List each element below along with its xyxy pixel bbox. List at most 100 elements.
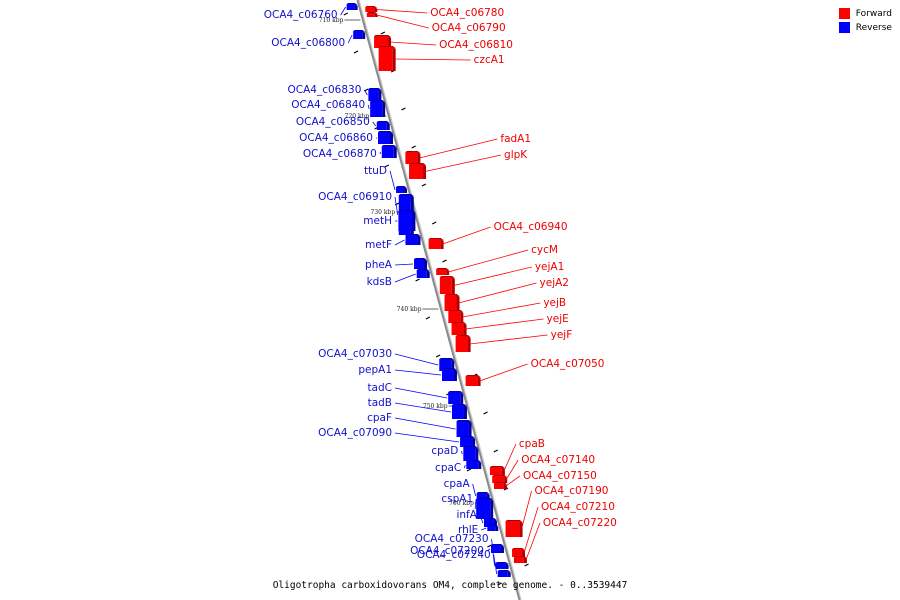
gene-label[interactable]: rhlE — [458, 524, 478, 536]
gene-block[interactable] — [441, 368, 457, 381]
gene-block[interactable] — [436, 268, 450, 275]
gene-block[interactable] — [365, 6, 378, 12]
gene-block[interactable] — [366, 12, 378, 17]
gene-label[interactable]: OCA4_c06850 — [296, 116, 370, 128]
gene-label[interactable]: yejA2 — [540, 277, 569, 289]
gene-block[interactable] — [497, 570, 511, 577]
gene-block[interactable] — [439, 276, 455, 294]
gene-label[interactable]: OCA4_c06870 — [303, 148, 377, 160]
gene-leader-line — [521, 490, 532, 530]
gene-block[interactable] — [456, 420, 472, 437]
gene-block[interactable] — [451, 322, 467, 335]
gene-block[interactable] — [398, 210, 416, 231]
gene-label[interactable]: metH — [363, 215, 392, 227]
gene-block[interactable] — [495, 562, 509, 569]
gene-block[interactable] — [381, 145, 397, 158]
gene-block[interactable] — [465, 375, 481, 386]
gene-label[interactable]: tadC — [367, 382, 392, 394]
gene-block[interactable] — [370, 100, 386, 117]
gene-block[interactable] — [476, 492, 490, 499]
gene-label[interactable]: OCA4_c06860 — [299, 132, 373, 144]
gene-block[interactable] — [409, 163, 427, 179]
gene-block[interactable] — [487, 524, 499, 531]
gene-label[interactable]: yejF — [551, 329, 573, 341]
gene-block[interactable] — [476, 498, 494, 519]
gene-label[interactable]: OCA4_c07200 — [410, 545, 484, 557]
gene-label[interactable]: fadA1 — [500, 133, 531, 145]
gene-label[interactable]: yejE — [547, 313, 569, 325]
gene-label[interactable]: OCA4_c06840 — [291, 99, 365, 111]
gene-block[interactable] — [505, 520, 523, 537]
gene-label[interactable]: cpaB — [519, 438, 545, 450]
gene-block[interactable] — [405, 151, 421, 164]
gene-label[interactable]: infA — [456, 509, 477, 521]
gene-block-body — [487, 525, 496, 531]
gene-leader-line — [376, 14, 429, 29]
gene-label[interactable]: OCA4_c07140 — [521, 454, 595, 466]
gene-block[interactable] — [353, 30, 366, 39]
gene-block[interactable] — [396, 186, 408, 193]
gene-label[interactable]: OCA4_c06780 — [430, 7, 504, 19]
gene-label[interactable]: ttuD — [364, 165, 387, 177]
gene-label[interactable]: OCA4_c06810 — [439, 39, 513, 51]
gene-block[interactable] — [444, 294, 460, 311]
gene-block[interactable] — [513, 556, 527, 563]
legend-reverse-swatch — [838, 22, 850, 33]
gene-label[interactable]: OCA4_c06910 — [318, 191, 392, 203]
gene-block[interactable] — [448, 310, 464, 323]
gene-label[interactable]: OCA4_c07210 — [541, 501, 615, 513]
gene-label[interactable]: cpaF — [367, 412, 392, 424]
gene-label[interactable]: OCA4_c06790 — [432, 22, 506, 34]
gene-label[interactable]: OCA4_c07230 — [415, 533, 489, 545]
gene-label[interactable]: tadB — [368, 397, 392, 409]
gene-label[interactable]: cycM — [531, 244, 558, 256]
gene-label[interactable]: pepA1 — [358, 364, 392, 376]
gene-block[interactable] — [460, 436, 476, 447]
gene-label[interactable]: cpaD — [431, 445, 458, 457]
gene-block[interactable] — [346, 3, 358, 10]
gene-block[interactable] — [448, 391, 464, 404]
gene-label[interactable]: pheA — [365, 259, 393, 271]
gene-label[interactable]: cpaA — [444, 478, 471, 490]
gene-block[interactable] — [463, 446, 479, 461]
gene-block[interactable] — [405, 234, 421, 245]
gene-label[interactable]: OCA4_c06830 — [287, 84, 361, 96]
gene-block[interactable] — [368, 88, 382, 101]
gene-label[interactable]: OCA4_c07030 — [318, 348, 392, 360]
gene-label[interactable]: kdsB — [367, 276, 392, 288]
gene-label[interactable]: czcA1 — [474, 54, 505, 66]
gene-label[interactable]: OCA4_c06800 — [271, 37, 345, 49]
gene-label[interactable]: OCA4_c07050 — [531, 358, 605, 370]
gene-label[interactable]: OCA4_c07240 — [417, 549, 491, 561]
gene-label[interactable]: yejB — [543, 297, 566, 309]
gene-label[interactable]: yejA1 — [535, 261, 564, 273]
gene-label[interactable]: OCA4_c07090 — [318, 427, 392, 439]
gene-label[interactable]: glpK — [504, 149, 528, 161]
gene-block[interactable] — [414, 258, 428, 269]
gene-leader-line — [463, 464, 466, 469]
gene-label[interactable]: OCA4_c07150 — [523, 470, 597, 482]
gene-block[interactable] — [428, 238, 444, 249]
gene-label[interactable]: cspA1 — [441, 493, 473, 505]
gene-label[interactable]: OCA4_c07220 — [543, 517, 617, 529]
gene-block[interactable] — [451, 404, 467, 419]
gene-block[interactable] — [466, 460, 482, 469]
gene-leader-line — [458, 282, 537, 304]
gene-label[interactable]: cpaC — [435, 462, 461, 474]
gene-block[interactable] — [455, 335, 471, 352]
gene-block[interactable] — [493, 482, 507, 489]
gene-label[interactable]: metF — [365, 239, 392, 251]
gene-label[interactable]: OCA4_c07190 — [535, 485, 609, 497]
gene-label[interactable]: OCA4_c06760 — [264, 9, 338, 21]
gene-label[interactable]: OCA4_c06940 — [494, 221, 568, 233]
gene-block[interactable] — [416, 269, 430, 278]
gene-block[interactable] — [490, 544, 504, 553]
gene-block[interactable] — [377, 131, 393, 144]
gene-block[interactable] — [492, 475, 508, 483]
gene-block[interactable] — [489, 466, 505, 475]
gene-block[interactable] — [374, 35, 392, 48]
gene-block[interactable] — [378, 46, 396, 71]
gene-block[interactable] — [376, 121, 390, 130]
gene-leader-line — [394, 417, 456, 430]
gene-block[interactable] — [512, 548, 526, 557]
